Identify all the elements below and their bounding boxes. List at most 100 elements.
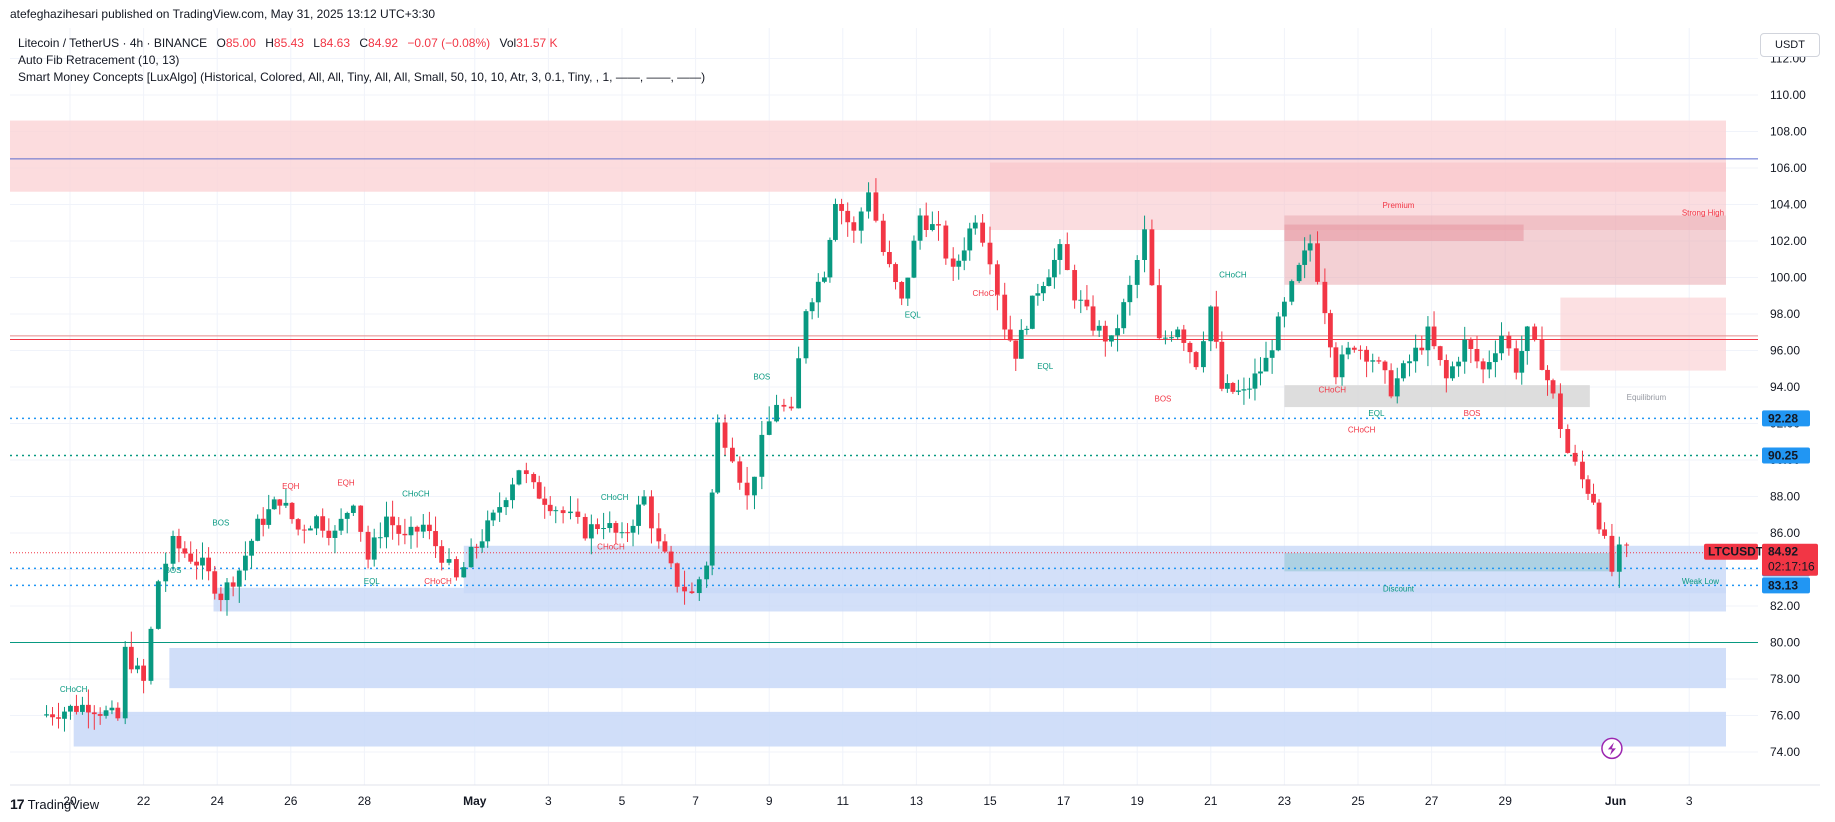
candle-down: [141, 665, 146, 681]
fib-price-badge-label: 83.13: [1768, 578, 1798, 592]
x-tick-label: 20: [63, 794, 77, 808]
y-tick-label: 88.00: [1770, 490, 1800, 504]
candle-up: [1018, 329, 1024, 359]
candle-up: [796, 358, 802, 409]
candle-down: [662, 541, 668, 552]
candle-down: [547, 504, 553, 512]
x-tick-label: 25: [1351, 794, 1365, 808]
candle-up: [1302, 250, 1308, 265]
premium-label: Premium: [1382, 201, 1414, 210]
candle-up: [929, 224, 935, 231]
indicator-smc[interactable]: Smart Money Concepts [LuxAlgo] (Historic…: [18, 70, 706, 84]
candle-down: [943, 225, 949, 259]
candle-down: [433, 531, 438, 547]
candle-down: [1322, 281, 1328, 314]
candle-down: [1013, 340, 1019, 359]
structure-label: CHoCH: [1219, 271, 1247, 280]
candle-up: [1394, 378, 1400, 397]
candle-up: [759, 434, 765, 477]
symbol-title[interactable]: Litecoin / TetherUS · 4h · BINANCE: [18, 36, 208, 50]
structure-label: CHoCH: [60, 685, 88, 694]
structure-label: BOS: [1155, 395, 1172, 404]
structure-label: EQH: [337, 479, 355, 488]
tradingview-logo[interactable]: 17 TradingView: [10, 796, 99, 812]
open-value: 85.00: [225, 36, 256, 50]
candle-up: [1370, 360, 1376, 362]
candle-down: [1358, 349, 1363, 351]
candle-up: [866, 192, 871, 212]
x-tick-label: 21: [1204, 794, 1218, 808]
candle-up: [905, 277, 911, 299]
x-tick-label: May: [463, 794, 487, 808]
candle-down: [1364, 349, 1369, 362]
candle-up: [553, 510, 559, 512]
candle-down: [1007, 329, 1013, 341]
candle-down: [899, 282, 905, 299]
candle-down: [1572, 452, 1578, 462]
candle-down: [115, 707, 121, 719]
structure-label: EQL: [1037, 362, 1054, 371]
y-tick-label: 100.00: [1770, 271, 1807, 285]
candle-down: [625, 532, 630, 534]
candle-down: [1545, 369, 1550, 381]
open-label: O: [216, 36, 226, 50]
candle-down: [1351, 347, 1357, 350]
x-tick-label: 9: [766, 794, 773, 808]
candle-up: [1127, 284, 1133, 303]
x-tick-label: 19: [1131, 794, 1145, 808]
candle-down: [176, 535, 182, 549]
candle-up: [822, 277, 827, 282]
candle-up: [1413, 347, 1419, 362]
candle-up: [497, 507, 503, 513]
y-tick-label: 110.00: [1770, 88, 1806, 102]
candle-down: [1315, 243, 1320, 282]
candle-up: [1492, 353, 1498, 363]
candle-up: [696, 579, 702, 594]
candle-up: [1134, 259, 1140, 285]
candle-down: [1624, 544, 1630, 546]
structure-label: CHoCH: [1348, 426, 1376, 435]
candle-down: [1437, 346, 1443, 361]
candle-down: [50, 714, 55, 718]
candle-down: [1382, 361, 1388, 371]
candle-down: [402, 533, 408, 536]
volume-label: Vol: [499, 36, 517, 50]
tradingview-brand: TradingView: [27, 796, 100, 812]
candle-up: [956, 260, 962, 267]
lightning-glyph-icon: [1607, 742, 1616, 756]
candle-up: [1524, 326, 1530, 352]
candle-down: [689, 591, 695, 594]
candle-down: [523, 470, 529, 475]
candle-up: [344, 512, 350, 519]
candle-up: [630, 525, 636, 533]
candle-down: [91, 712, 97, 715]
currency-button[interactable]: USDT: [1760, 33, 1820, 57]
candle-up: [1339, 354, 1345, 378]
equilibrium-zone: [1284, 385, 1590, 408]
candle-down: [390, 516, 396, 526]
candle-down: [86, 704, 91, 713]
candle-down: [1084, 299, 1090, 307]
structure-label: EQL: [905, 311, 922, 320]
candle-up: [715, 422, 721, 493]
y-tick-label: 78.00: [1770, 672, 1800, 686]
candle-down: [1181, 329, 1187, 343]
structure-label: CHoCH: [402, 490, 430, 499]
candle-up: [408, 526, 414, 536]
candle-up: [461, 567, 467, 578]
candle-down: [260, 518, 266, 525]
y-tick-label: 76.00: [1770, 709, 1800, 723]
x-tick-label: Jun: [1605, 794, 1626, 808]
candle-up: [1142, 229, 1147, 260]
candle-up: [200, 557, 205, 566]
x-tick-label: 27: [1425, 794, 1439, 808]
candle-up: [619, 532, 625, 534]
y-tick-label: 104.00: [1770, 198, 1807, 212]
candle-down: [582, 516, 588, 539]
candle-down: [737, 461, 743, 483]
chart-legend: Litecoin / TetherUS · 4h · BINANCE O85.0…: [18, 35, 705, 86]
candle-up: [283, 502, 289, 506]
indicator-fib[interactable]: Auto Fib Retracement (10, 13): [18, 53, 180, 67]
candle-down: [427, 524, 432, 532]
